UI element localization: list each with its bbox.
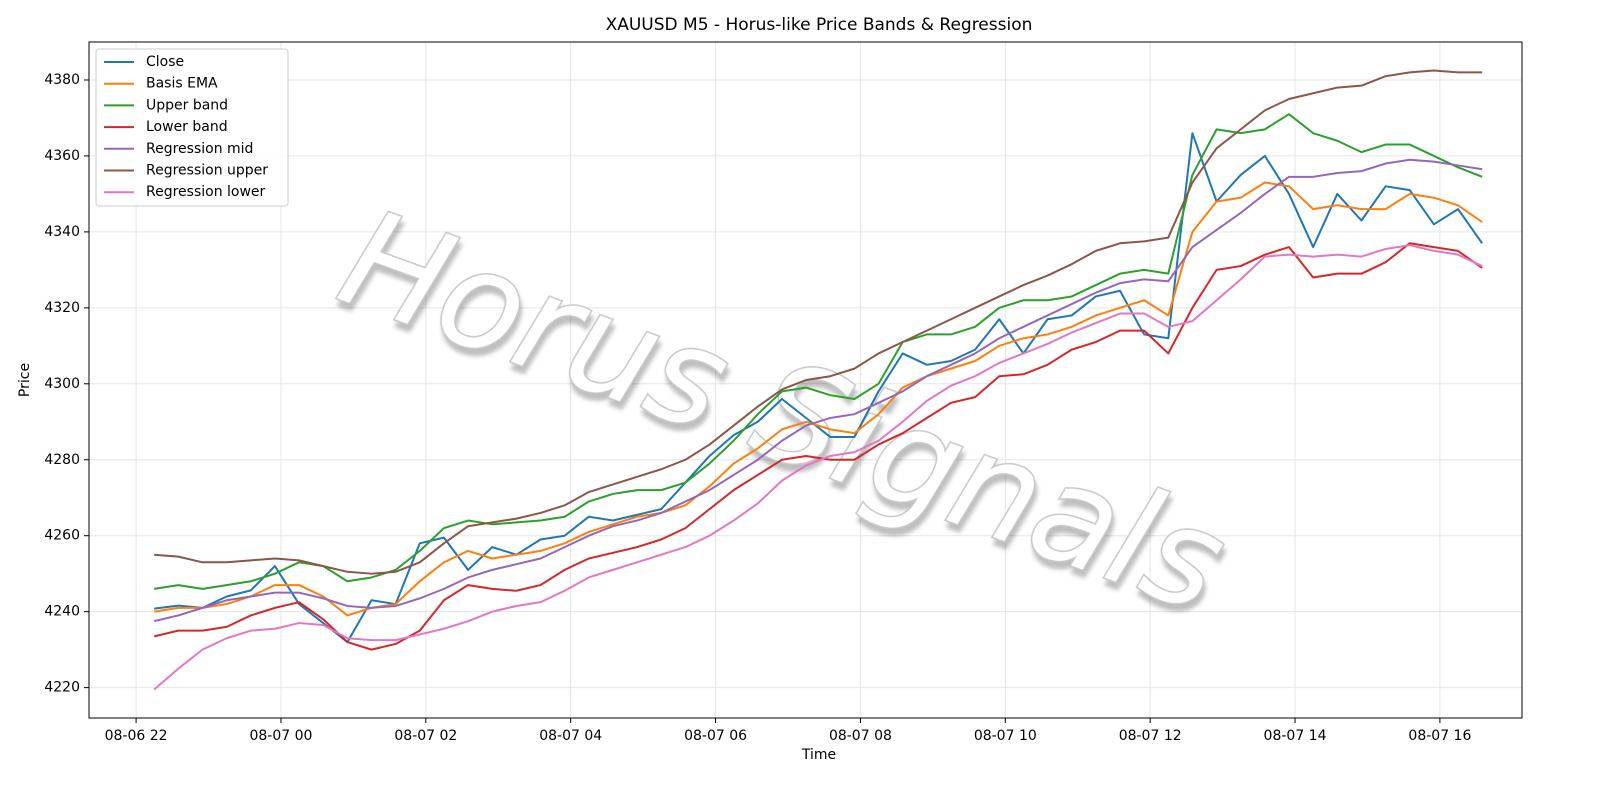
plot-lines <box>153 69 1483 691</box>
x-axis-label: Time <box>801 747 836 763</box>
series-line <box>154 69 1483 575</box>
x-tick-label: 08-07 00 <box>249 728 312 744</box>
series-line <box>153 244 1483 691</box>
legend-label: Regression upper <box>146 163 268 179</box>
y-tick-label: 4360 <box>44 148 80 164</box>
y-tick-label: 4320 <box>44 300 80 316</box>
x-tick-label: 08-07 12 <box>1119 728 1182 744</box>
series-line <box>153 158 1483 623</box>
y-axis-label: Price <box>17 363 33 397</box>
series-line <box>153 242 1483 651</box>
legend-box <box>95 48 289 207</box>
x-tick-label: 08-07 02 <box>394 728 457 744</box>
y-tick-label: 4340 <box>44 224 80 240</box>
y-tick-label: 4380 <box>44 72 80 88</box>
series-line <box>154 132 1483 644</box>
chart-title: XAUUSD M5 - Horus-like Price Bands & Reg… <box>606 15 1033 35</box>
y-tick-label: 4300 <box>44 376 80 392</box>
legend-label: Regression lower <box>146 184 266 200</box>
x-tick-label: 08-07 10 <box>974 728 1037 744</box>
grid <box>89 42 1522 718</box>
x-tick-label: 08-07 04 <box>539 728 602 744</box>
plot-frame <box>88 41 1523 719</box>
x-tick-label: 08-06 22 <box>105 728 168 744</box>
legend-label: Lower band <box>146 119 228 135</box>
y-tick-label: 4220 <box>44 680 80 696</box>
legend-label: Basis EMA <box>146 76 218 92</box>
x-tick-label: 08-07 14 <box>1264 728 1327 744</box>
legend: Close Basis EMA Upper band Lower band Regres… <box>95 48 289 207</box>
x-tick-label: 08-07 08 <box>829 728 892 744</box>
series-line <box>154 113 1483 590</box>
y-tick-label: 4240 <box>44 604 80 620</box>
legend-label: Regression mid <box>146 141 253 157</box>
x-tick-label: 08-07 16 <box>1408 728 1471 744</box>
y-tick-label: 4280 <box>44 452 80 468</box>
legend-label: Upper band <box>146 97 228 113</box>
x-tick-label: 08-07 06 <box>684 728 747 744</box>
legend-label: Close <box>146 54 184 70</box>
y-tick-label: 4260 <box>44 528 80 544</box>
